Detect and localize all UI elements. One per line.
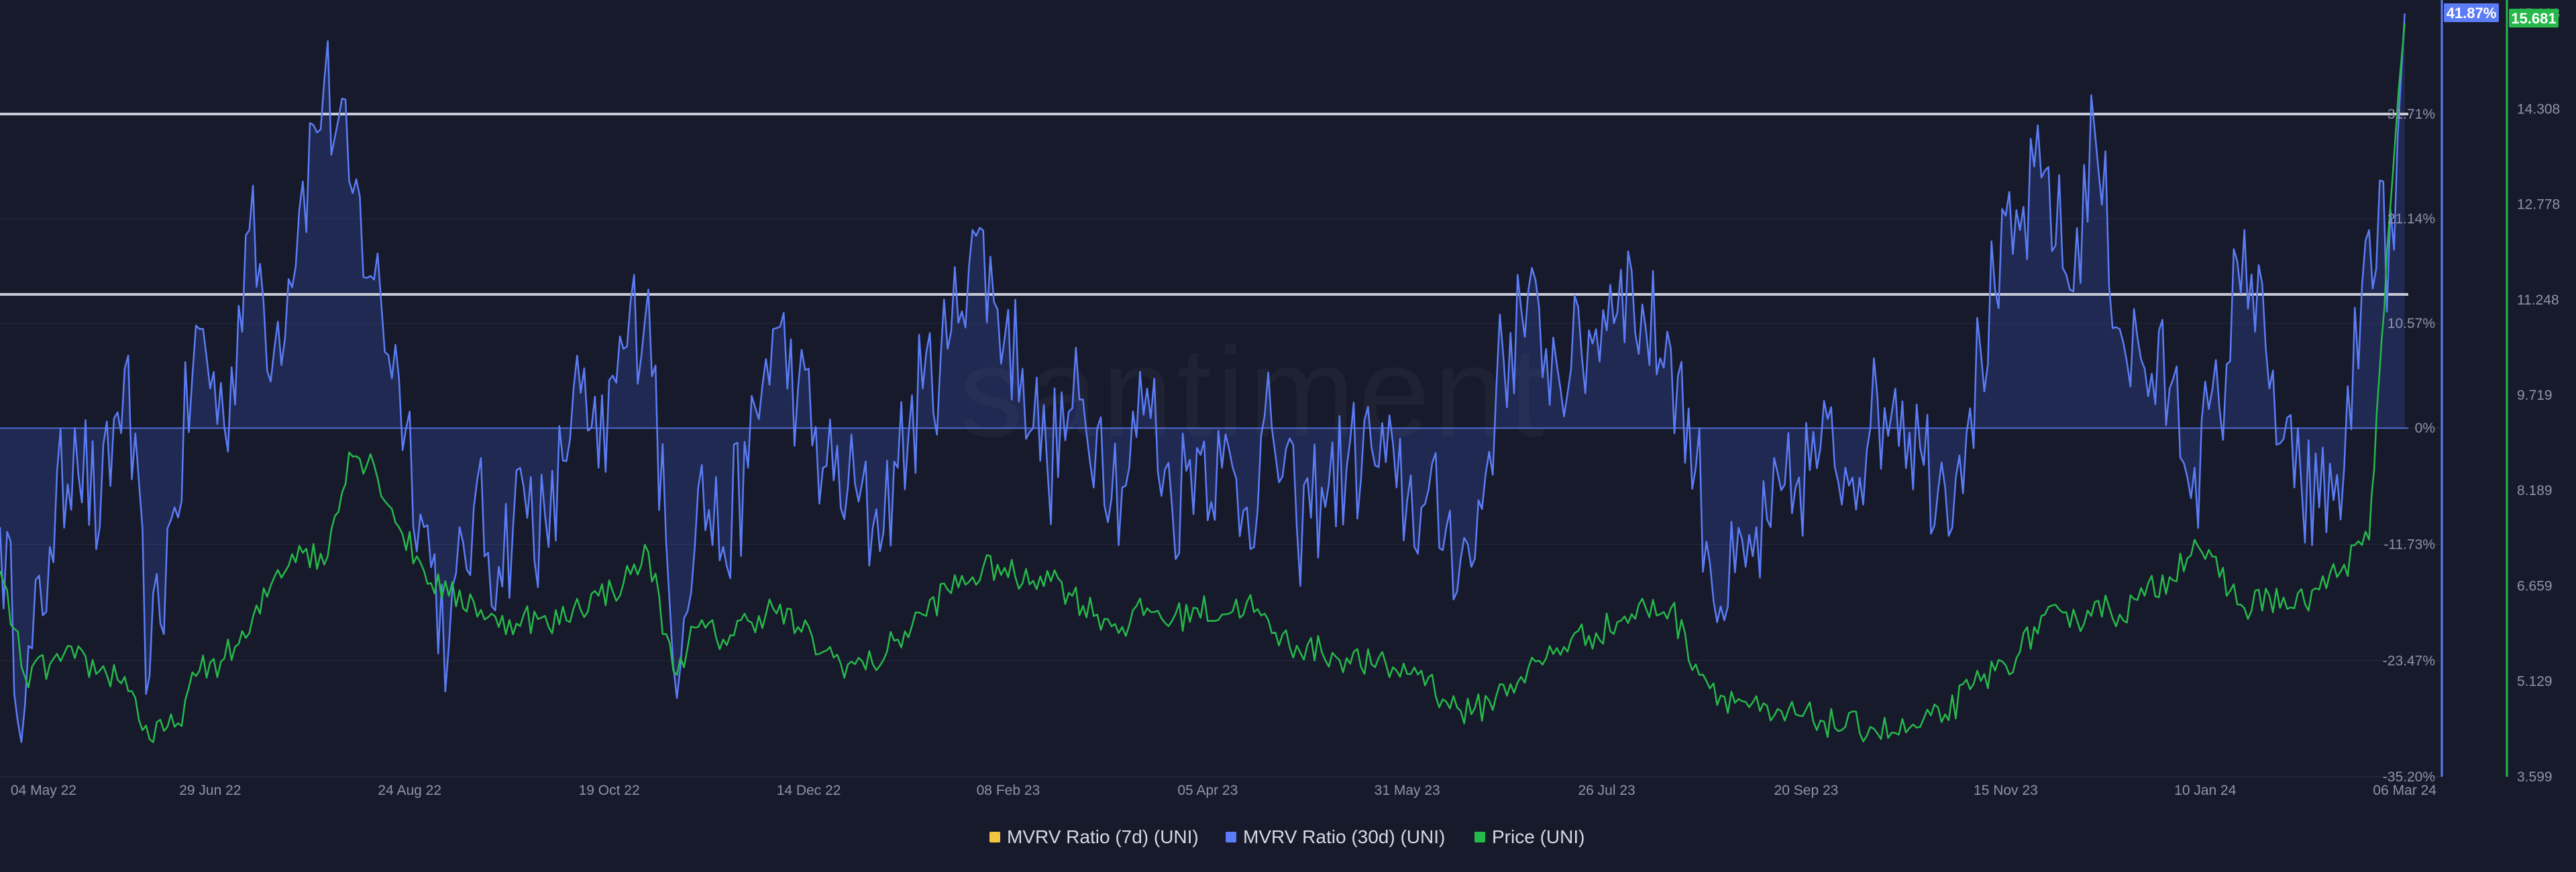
right-tick-6: 6.659 xyxy=(2517,578,2553,594)
x-tick-1: 29 Jun 22 xyxy=(179,783,241,798)
legend-label-1: MVRV Ratio (30d) (UNI) xyxy=(1243,826,1445,847)
left-tick-2: 10.57% xyxy=(2387,316,2435,331)
right-tick-1: 14.308 xyxy=(2517,101,2560,117)
right-badge-text: 15.681 xyxy=(2511,10,2556,27)
series-lines xyxy=(0,13,2406,743)
x-tick-11: 10 Jan 24 xyxy=(2174,783,2237,798)
x-tick-10: 15 Nov 23 xyxy=(1974,783,2038,798)
right-tick-3: 11.248 xyxy=(2517,292,2559,308)
x-tick-5: 08 Feb 23 xyxy=(977,783,1040,798)
right-tick-8: 3.599 xyxy=(2517,769,2553,785)
x-tick-3: 19 Oct 22 xyxy=(579,783,640,798)
right-tick-5: 8.189 xyxy=(2517,483,2553,498)
left-badge-bg xyxy=(2444,3,2499,22)
legend: MVRV Ratio (7d) (UNI) MVRV Ratio (30d) (U… xyxy=(989,826,1585,847)
x-tick-6: 05 Apr 23 xyxy=(1177,783,1238,798)
left-current-badge: 41.87% xyxy=(2444,3,2499,22)
legend-label-0: MVRV Ratio (7d) (UNI) xyxy=(1007,826,1199,847)
x-tick-12: 06 Mar 24 xyxy=(2373,783,2436,798)
right-axis-ticks: 15.83814.30812.77811.2489.7198.1896.6595… xyxy=(2517,6,2560,785)
x-tick-0: 04 May 22 xyxy=(11,783,76,798)
legend-swatch-1 xyxy=(1226,832,1236,842)
x-tick-7: 31 May 23 xyxy=(1375,783,1440,798)
left-tick-3: 0% xyxy=(2415,421,2435,436)
current-value-badges: 41.87% 15.681 xyxy=(2444,3,2559,28)
legend-swatch-2 xyxy=(1474,832,1485,842)
right-badge-bg xyxy=(2509,9,2559,28)
left-tick-1: 21.14% xyxy=(2387,211,2435,227)
legend-item-0: MVRV Ratio (7d) (UNI) xyxy=(989,826,1199,847)
left-badge-text: 41.87% xyxy=(2447,5,2497,21)
left-tick-6: -35.20% xyxy=(2383,769,2435,785)
reference-lines xyxy=(0,113,2408,296)
series-line-0 xyxy=(0,13,2406,743)
legend-item-1: MVRV Ratio (30d) (UNI) xyxy=(1226,826,1445,847)
right-tick-2: 12.778 xyxy=(2517,197,2560,213)
right-tick-7: 5.129 xyxy=(2517,674,2553,690)
x-tick-4: 14 Dec 22 xyxy=(777,783,841,798)
x-axis-ticks: 04 May 22 29 Jun 22 24 Aug 22 19 Oct 22 14 D… xyxy=(11,783,2436,798)
series-line-1 xyxy=(0,23,2406,743)
left-axis-ticks: 31.71% 21.14% 10.57% 0% -11.73% -23.47% -35.20… xyxy=(2383,107,2435,785)
legend-swatch-0 xyxy=(989,832,1000,842)
legend-label-2: Price (UNI) xyxy=(1492,826,1585,847)
x-tick-2: 24 Aug 22 xyxy=(378,783,441,798)
legend-item-2: Price (UNI) xyxy=(1474,826,1585,847)
left-tick-5: -23.47% xyxy=(2383,653,2435,669)
x-tick-8: 26 Jul 23 xyxy=(1578,783,1635,798)
x-tick-9: 20 Sep 23 xyxy=(1774,783,1839,798)
left-tick-4: -11.73% xyxy=(2383,537,2435,552)
right-tick-4: 9.719 xyxy=(2517,388,2553,403)
right-current-badge: 15.681 xyxy=(2509,9,2559,28)
left-tick-0: 31.71% xyxy=(2387,107,2435,122)
